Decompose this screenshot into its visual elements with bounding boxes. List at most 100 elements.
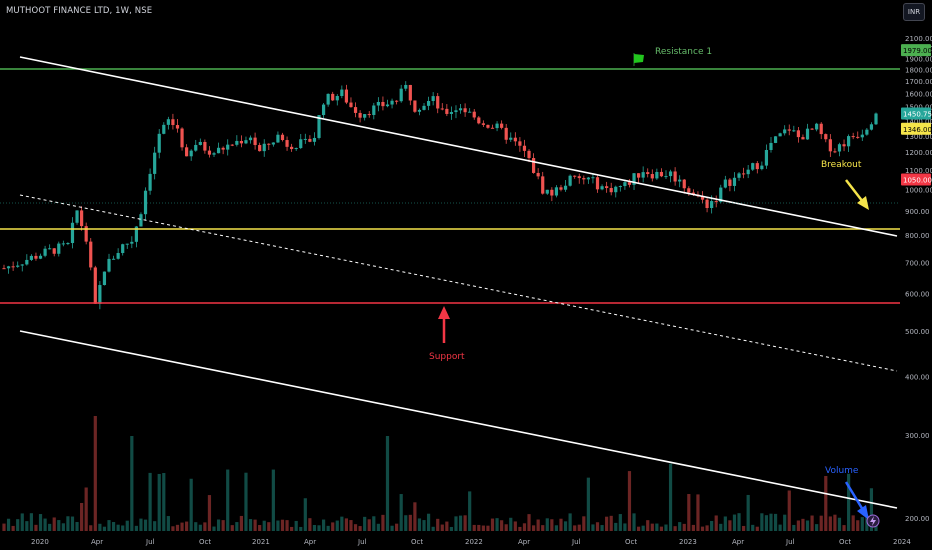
- volume-bar: [385, 436, 390, 531]
- volume-bar: [614, 522, 618, 531]
- volume-bar: [335, 520, 339, 531]
- candle: [422, 102, 426, 111]
- breakout-label: Breakout: [821, 160, 862, 170]
- resistance-flag-icon: [633, 53, 644, 66]
- candle: [641, 166, 645, 183]
- candle: [700, 191, 705, 204]
- volume-bar: [468, 491, 472, 531]
- price-tag: [901, 107, 931, 120]
- candle: [513, 132, 517, 146]
- volume-bar: [11, 525, 15, 531]
- candle: [609, 182, 613, 196]
- volume-bar: [531, 525, 536, 531]
- volume-bar: [687, 494, 691, 531]
- candle: [869, 122, 874, 131]
- volume-bar: [239, 515, 244, 531]
- candle: [851, 132, 855, 140]
- candle: [52, 248, 56, 257]
- candle: [787, 124, 791, 136]
- candle: [531, 153, 536, 174]
- volume-bar: [449, 526, 454, 531]
- candle: [385, 99, 390, 108]
- y-tick-label: 1700.00: [905, 78, 932, 86]
- volume-bar: [454, 516, 458, 531]
- candle: [646, 168, 650, 178]
- candle: [258, 142, 262, 152]
- volume-bar: [673, 526, 677, 531]
- y-tick-label: 200.00: [905, 515, 930, 523]
- volume-bar: [262, 520, 266, 531]
- candle: [185, 144, 189, 157]
- candle: [335, 94, 339, 106]
- volume-bar: [148, 472, 152, 531]
- volume-bar: [93, 416, 97, 531]
- candle: [271, 142, 275, 147]
- upper-trendline[interactable]: [19, 56, 898, 237]
- volume-bar: [153, 521, 157, 531]
- price-tag: [901, 44, 931, 57]
- volume-bar: [331, 522, 335, 531]
- candle: [130, 236, 134, 249]
- volume-bar: [618, 514, 622, 531]
- volume-bar: [495, 518, 499, 531]
- volume-bar: [874, 524, 878, 531]
- volume-bar: [276, 520, 280, 531]
- volume-bar: [541, 525, 545, 531]
- volume-bar: [568, 513, 572, 531]
- candle: [573, 175, 577, 179]
- volume-bar: [810, 515, 814, 531]
- volume-bar: [61, 523, 65, 531]
- volume-bar: [769, 513, 773, 531]
- candle: [198, 138, 202, 146]
- volume-bar: [207, 495, 212, 531]
- price-tag-label: 1979.00: [903, 47, 932, 55]
- y-tick-label: 1300.00: [905, 133, 932, 141]
- x-tick-label: Jul: [785, 538, 795, 546]
- volume-bar: [111, 522, 116, 531]
- x-tick-label: Jul: [571, 538, 581, 546]
- lower-trendline[interactable]: [19, 330, 898, 509]
- candle: [458, 104, 463, 114]
- candle: [171, 113, 175, 130]
- volume-bar: [490, 518, 495, 531]
- volume-bar: [226, 469, 230, 531]
- currency-button[interactable]: INR: [903, 3, 925, 21]
- candle: [349, 97, 353, 108]
- volume-bar: [600, 525, 604, 531]
- candle: [559, 184, 563, 192]
- candle: [111, 255, 116, 260]
- time-axis[interactable]: 2020 Apr Jul Oct 2021 Apr Jul Oct 2022 Apr Jul Oct 2…: [31, 538, 911, 546]
- volume-bar: [586, 477, 590, 531]
- y-tick-label: 2100.00: [905, 35, 932, 43]
- candle: [842, 139, 846, 152]
- candle: [317, 114, 321, 140]
- volume-bar: [317, 525, 321, 531]
- volume-bar: [691, 524, 695, 531]
- volume-bar: [527, 514, 531, 531]
- volume-bar: [463, 515, 467, 531]
- candle: [20, 264, 24, 272]
- candle: [636, 173, 641, 183]
- candle: [472, 109, 476, 120]
- volume-bar: [842, 525, 846, 531]
- volume-bar: [595, 522, 600, 531]
- candle: [75, 210, 79, 225]
- candle: [16, 261, 20, 268]
- candle: [216, 142, 221, 154]
- support-label: Support: [429, 352, 465, 362]
- candle: [481, 120, 485, 127]
- volume-bar: [244, 472, 248, 531]
- middle-dashed-trendline[interactable]: [19, 194, 898, 372]
- volume-bar: [719, 523, 723, 531]
- price-axis[interactable]: 2100.002000.001900.001800.001700.001600.…: [905, 35, 932, 523]
- volume-bar: [650, 523, 654, 531]
- volume-bar: [714, 515, 718, 531]
- volume-bar: [737, 513, 741, 531]
- x-tick-label: Apr: [732, 538, 744, 546]
- lightning-icon[interactable]: [866, 514, 880, 528]
- candle: [728, 177, 732, 192]
- volume-bar: [98, 523, 102, 531]
- candle: [235, 135, 239, 147]
- candle: [121, 243, 125, 256]
